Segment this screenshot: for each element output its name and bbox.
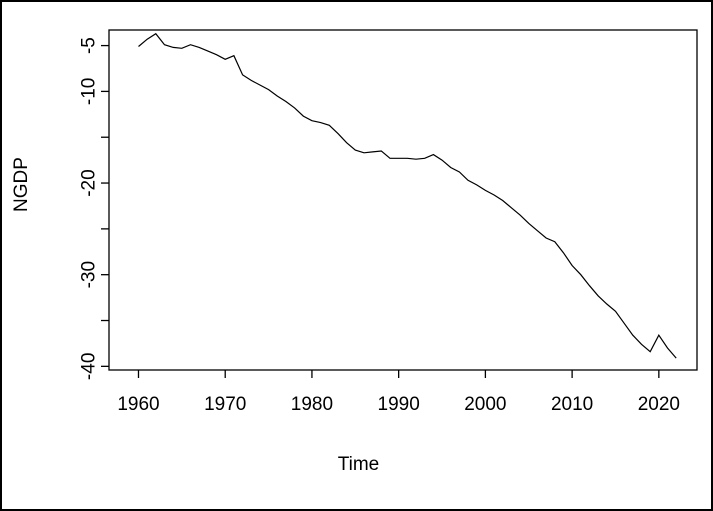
x-tick-label: 1990 xyxy=(378,394,420,415)
y-tick-label: -30 xyxy=(79,261,100,288)
x-tick-label: 2010 xyxy=(551,394,593,415)
series-line-ngdp xyxy=(138,32,677,359)
y-tick-label: -5 xyxy=(79,37,100,54)
x-tick-label: 1960 xyxy=(117,394,159,415)
y-tick-label: -40 xyxy=(79,353,100,380)
x-tick-label: 2020 xyxy=(638,394,680,415)
y-axis-title: NGDP xyxy=(11,157,32,212)
x-tick-label: 2000 xyxy=(464,394,506,415)
x-tick-label: 1970 xyxy=(204,394,246,415)
x-tick-label: 1980 xyxy=(291,394,333,415)
x-axis-title: Time xyxy=(337,454,380,475)
plot-box xyxy=(108,29,698,371)
y-tick-label: -20 xyxy=(79,169,100,196)
y-tick-label: -10 xyxy=(79,78,100,105)
